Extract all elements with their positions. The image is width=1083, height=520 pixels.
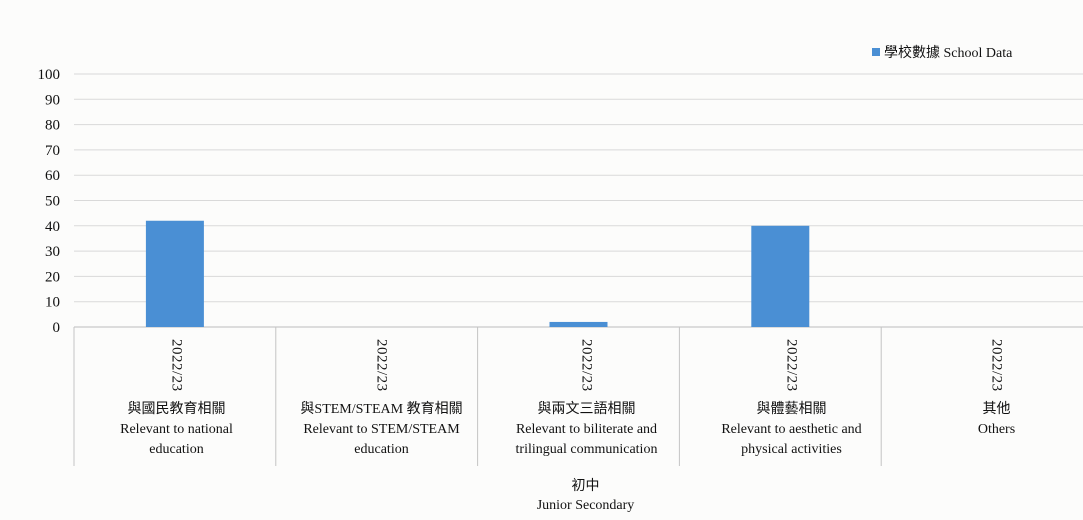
category-label-biliterate-trilingual: 2022/23 與兩文三語相關 Relevant to biliterate a… xyxy=(484,336,689,460)
y-tick-label: 90 xyxy=(45,92,60,108)
legend-swatch xyxy=(872,48,880,56)
y-tick-label: 10 xyxy=(45,295,60,311)
category-period: 2022/23 xyxy=(783,338,800,392)
category-label-en-line: trilingual communication xyxy=(515,442,658,457)
y-tick-label: 80 xyxy=(45,118,60,134)
category-label-national-education: 2022/23 與國民教育相關 Relevant to national edu… xyxy=(74,336,279,460)
y-tick-label: 20 xyxy=(45,269,60,285)
legend: 學校數據 School Data xyxy=(872,42,1012,62)
bar xyxy=(549,321,608,327)
category-period: 2022/23 xyxy=(988,338,1005,392)
category-label-en-line: Relevant to national xyxy=(120,422,233,437)
bar xyxy=(751,225,810,327)
category-label-en-line: education xyxy=(149,442,204,457)
category-label-en-line: education xyxy=(354,442,409,457)
category-period: 2022/23 xyxy=(168,338,185,392)
category-label-en-line: Relevant to aesthetic and xyxy=(721,422,862,437)
y-tick-label: 50 xyxy=(45,194,60,210)
group-label: 初中 Junior Secondary xyxy=(483,477,688,515)
y-tick-label: 100 xyxy=(38,67,61,83)
bar xyxy=(145,220,204,327)
category-label-zh: 與兩文三語相關 xyxy=(537,402,636,417)
group-label-zh: 初中 xyxy=(571,479,600,494)
y-tick-label: 40 xyxy=(45,219,60,235)
y-tick-label: 60 xyxy=(45,168,60,184)
category-label-zh: 與國民教育相關 xyxy=(127,402,226,417)
category-label-stem-education: 2022/23 與STEM/STEAM 教育相關 Relevant to STE… xyxy=(279,336,484,460)
category-label-zh: 與體藝相關 xyxy=(756,402,827,417)
category-label-en-line: Relevant to STEM/STEAM xyxy=(303,422,460,437)
category-label-en-line: Others xyxy=(977,422,1016,437)
legend-label: 學校數據 School Data xyxy=(884,46,1013,61)
category-period: 2022/23 xyxy=(578,338,595,392)
y-tick-label: 30 xyxy=(45,244,60,260)
category-label-zh: 與STEM/STEAM 教育相關 xyxy=(300,402,463,417)
category-label-aesthetic-physical: 2022/23 與體藝相關 Relevant to aesthetic and … xyxy=(689,336,894,460)
category-label-en-line: Relevant to biliterate and xyxy=(515,422,658,437)
y-tick-label: 0 xyxy=(53,320,61,336)
category-label-others: 2022/23 其他 Others xyxy=(894,336,1083,440)
category-period: 2022/23 xyxy=(373,338,390,392)
group-label-en: Junior Secondary xyxy=(536,498,635,513)
category-label-en-line: physical activities xyxy=(741,442,842,457)
y-tick-label: 70 xyxy=(45,143,60,159)
category-label-zh: 其他 xyxy=(982,402,1011,417)
